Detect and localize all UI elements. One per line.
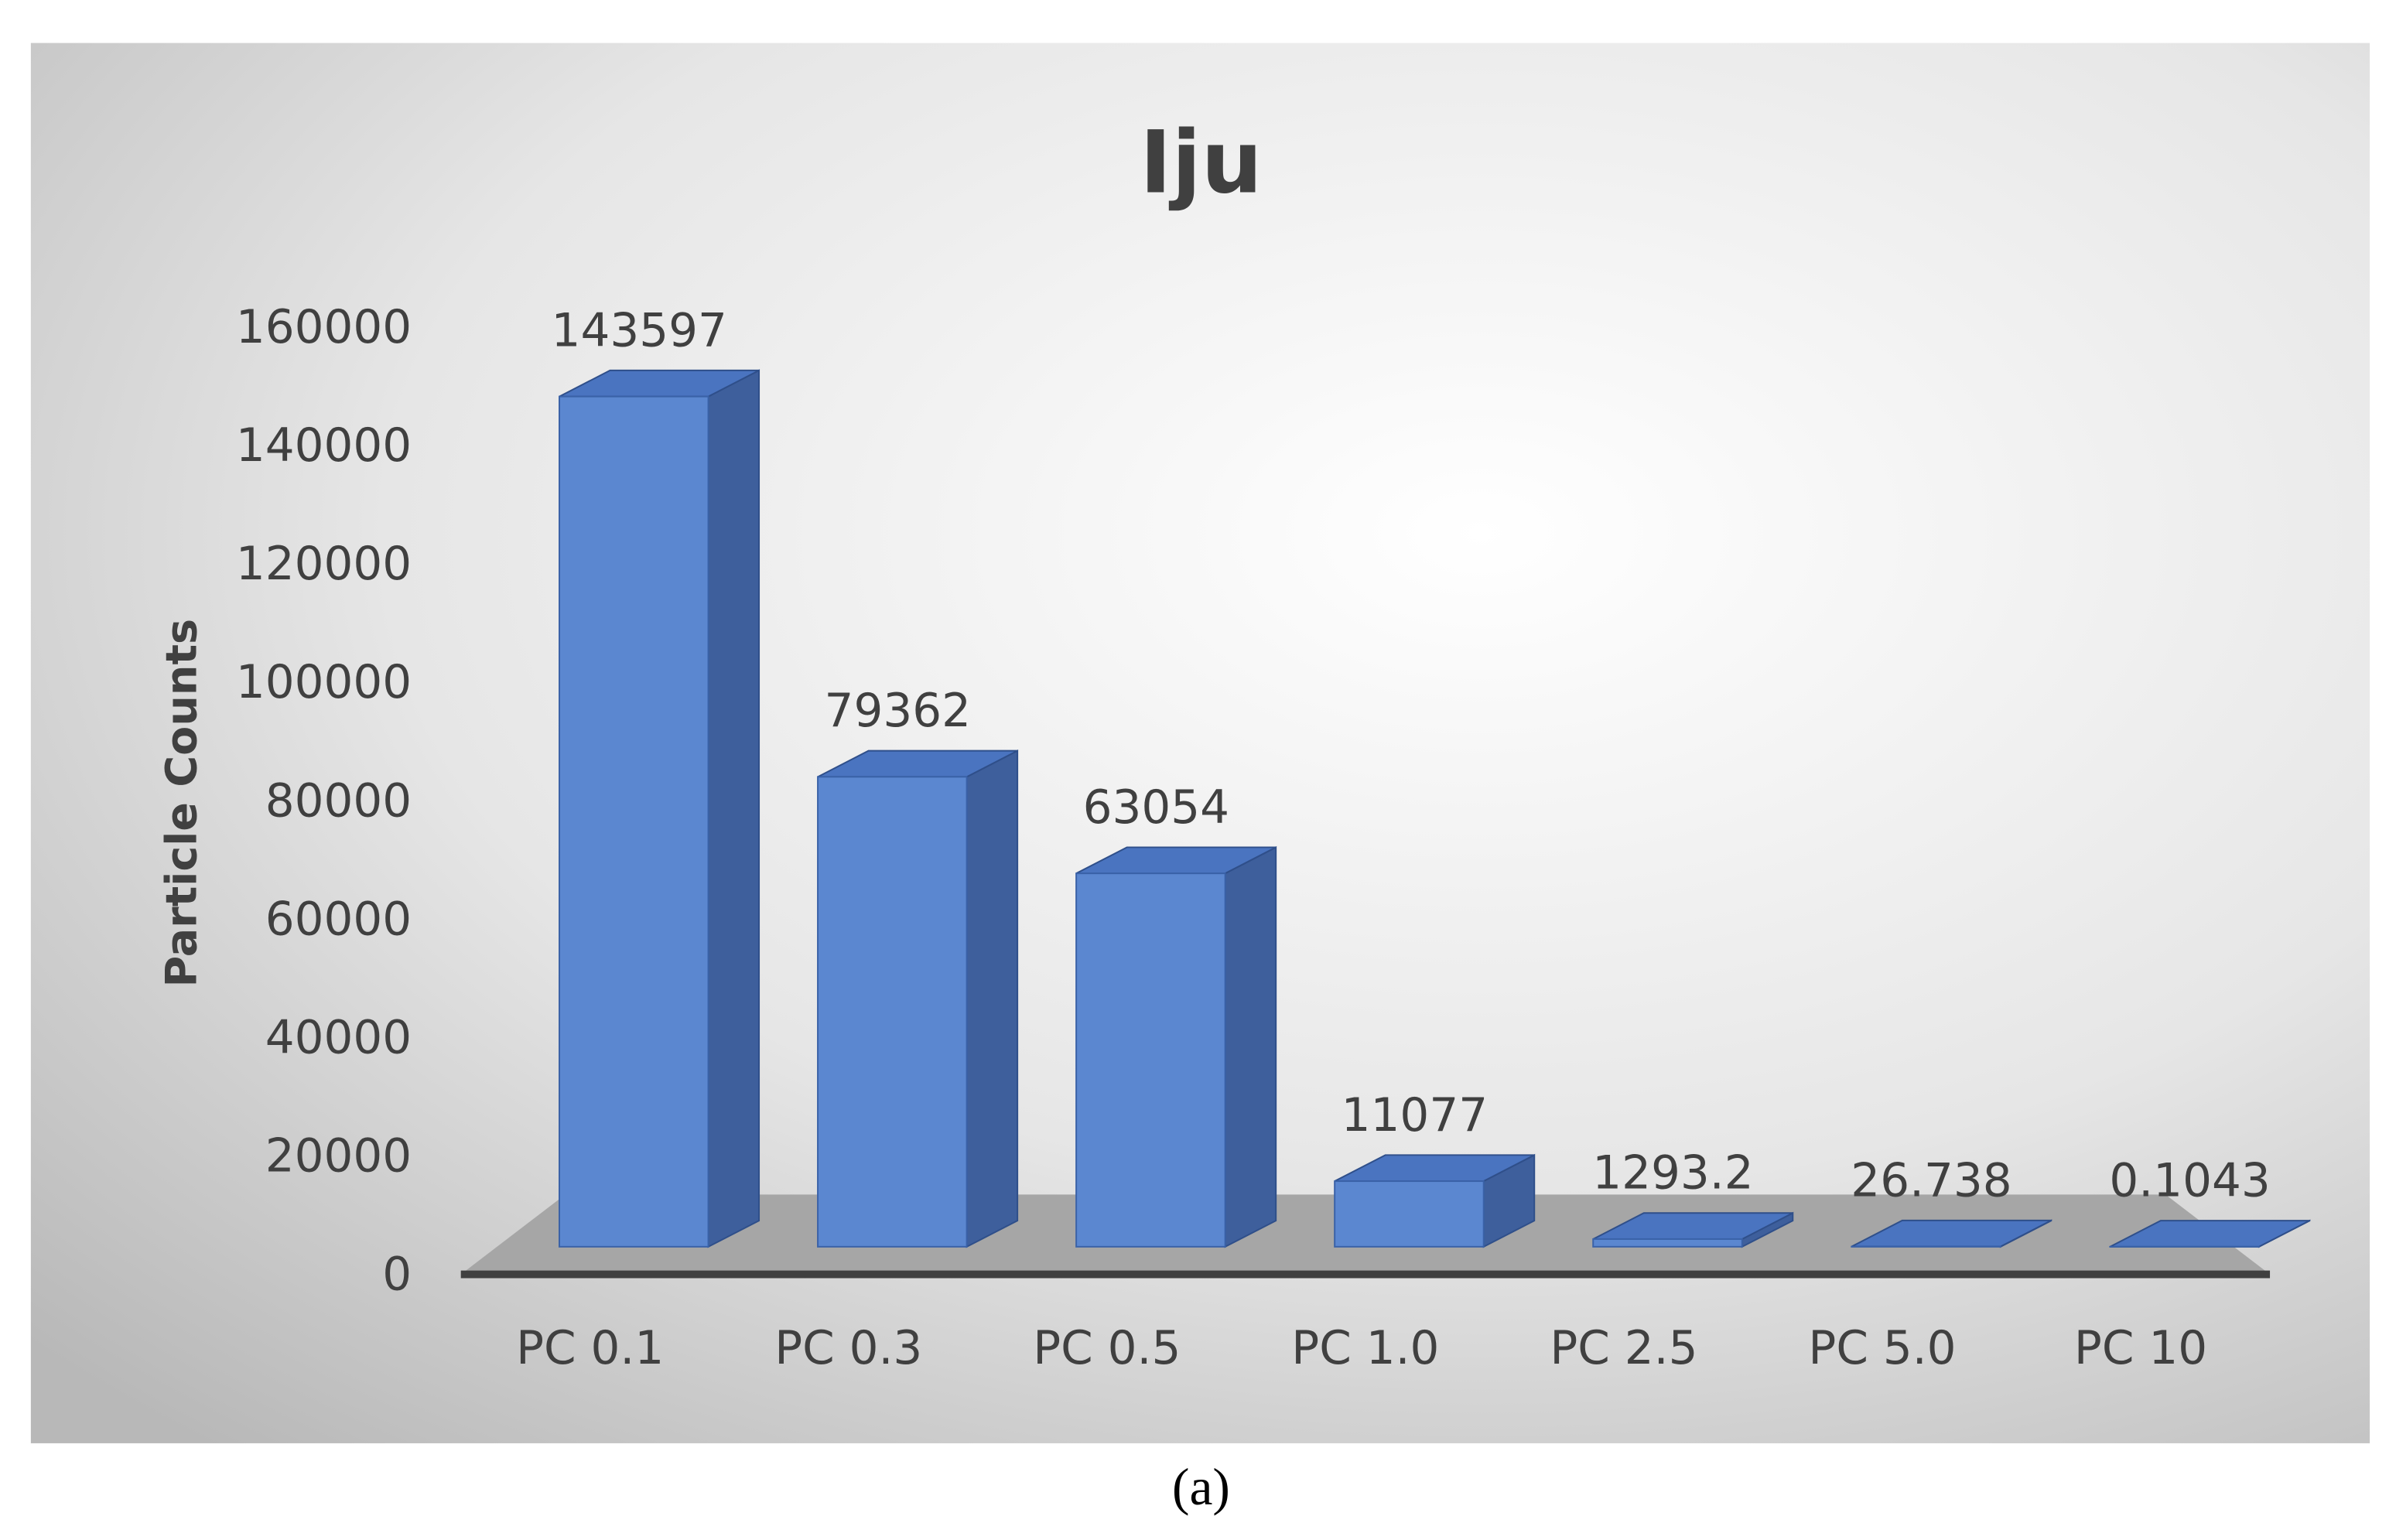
- value-label: 63054: [1083, 781, 1229, 835]
- value-label: 143597: [552, 304, 727, 357]
- y-tick-label: 120000: [236, 538, 412, 591]
- bar-side: [966, 749, 1019, 1248]
- value-label: 1293.2: [1592, 1147, 1753, 1200]
- caption: (a): [1172, 1458, 1230, 1516]
- x-tick-label: PC 1.0: [1291, 1322, 1439, 1375]
- x-tick-label: PC 0.3: [774, 1322, 922, 1375]
- bar: [1075, 872, 1226, 1248]
- value-label: 26.738: [1851, 1154, 2011, 1207]
- bar-side: [1224, 845, 1277, 1248]
- y-axis-label: Particle Counts: [156, 619, 207, 988]
- y-tick-label: 160000: [236, 301, 412, 354]
- bar: [1334, 1180, 1485, 1248]
- y-tick-label: 100000: [236, 656, 412, 709]
- value-label: 0.1043: [2109, 1155, 2270, 1208]
- value-label: 79362: [825, 685, 971, 738]
- chart-title: Iju: [1140, 114, 1263, 213]
- x-tick-label: PC 5.0: [1808, 1322, 1956, 1375]
- y-tick-label: 40000: [265, 1011, 412, 1064]
- x-tick-label: PC 0.1: [516, 1322, 664, 1375]
- y-tick-label: 60000: [265, 893, 412, 946]
- y-tick-label: 20000: [265, 1130, 412, 1183]
- value-label: 11077: [1342, 1089, 1488, 1142]
- x-tick-label: PC 10: [2074, 1322, 2207, 1375]
- x-tick-label: PC 2.5: [1550, 1322, 1697, 1375]
- x-tick-label: PC 0.5: [1033, 1322, 1181, 1375]
- y-tick-label: 80000: [265, 774, 412, 828]
- bar-side: [707, 369, 760, 1248]
- bar: [817, 776, 968, 1248]
- bar: [1592, 1238, 1743, 1248]
- y-tick-label: 140000: [236, 419, 412, 473]
- bar: [559, 395, 709, 1248]
- y-tick-label: 0: [382, 1248, 412, 1302]
